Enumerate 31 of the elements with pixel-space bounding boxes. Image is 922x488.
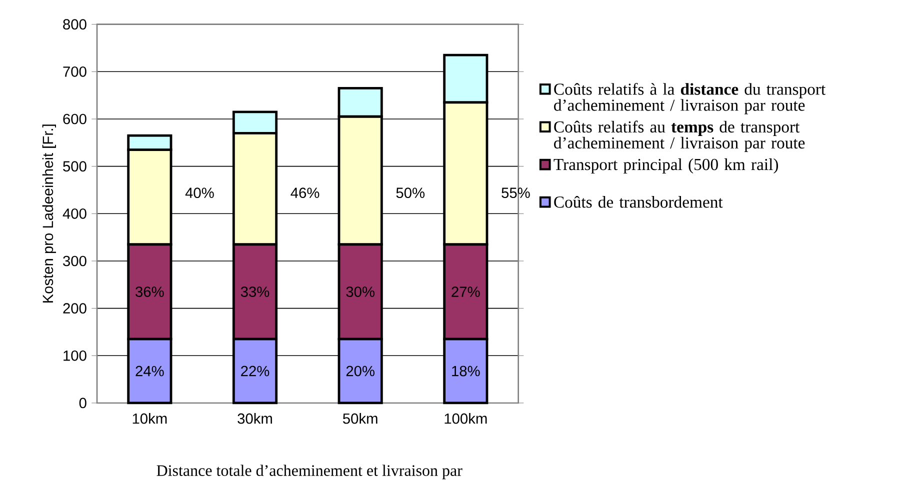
annotation: 33% xyxy=(240,286,270,297)
y-tick-label: 200 xyxy=(63,303,86,314)
annotation: 24% xyxy=(136,366,164,376)
legend-label: Coûts relatifs à la distance du transport d’acheminement / livraison par route xyxy=(554,82,826,114)
annotation: 50% xyxy=(396,188,425,198)
annotation: 55% xyxy=(502,188,530,198)
y-tick-label: 0 xyxy=(79,398,86,408)
legend-label: Coûts relatifs au temps de transport d’acheminement / livraison par route xyxy=(554,120,805,152)
x-tick-label: 50km xyxy=(342,413,378,424)
y-tick-label: 500 xyxy=(63,161,86,172)
y-tick-label: 100 xyxy=(64,350,86,361)
annotation: 20% xyxy=(346,366,374,376)
legend-label: Transport principal (500 km rail) xyxy=(554,158,778,174)
y-axis-title: Kosten pro Ladeeinheit [Fr.] xyxy=(42,124,56,303)
x-tick-label: 30km xyxy=(238,413,272,424)
annotation: 36% xyxy=(136,286,164,297)
legend-label: Coûts de transbordement xyxy=(554,196,723,208)
x-axis-title: Distance totale d’acheminement et livraison par xyxy=(156,464,462,480)
y-tick-label: 600 xyxy=(63,114,86,124)
annotation: 22% xyxy=(241,366,270,376)
x-tick-label: 10km xyxy=(132,413,167,424)
y-tick-label: 300 xyxy=(63,256,86,266)
annotation: 30% xyxy=(346,286,374,297)
x-tick-label: 100km xyxy=(444,413,487,424)
y-tick-label: 400 xyxy=(62,208,86,219)
annotation: 46% xyxy=(290,188,320,198)
annotation: 27% xyxy=(452,286,480,297)
annotation: 40% xyxy=(185,188,214,198)
y-tick-label: 800 xyxy=(63,19,86,30)
annotation: 18% xyxy=(452,366,480,376)
y-tick-label: 700 xyxy=(63,66,86,77)
